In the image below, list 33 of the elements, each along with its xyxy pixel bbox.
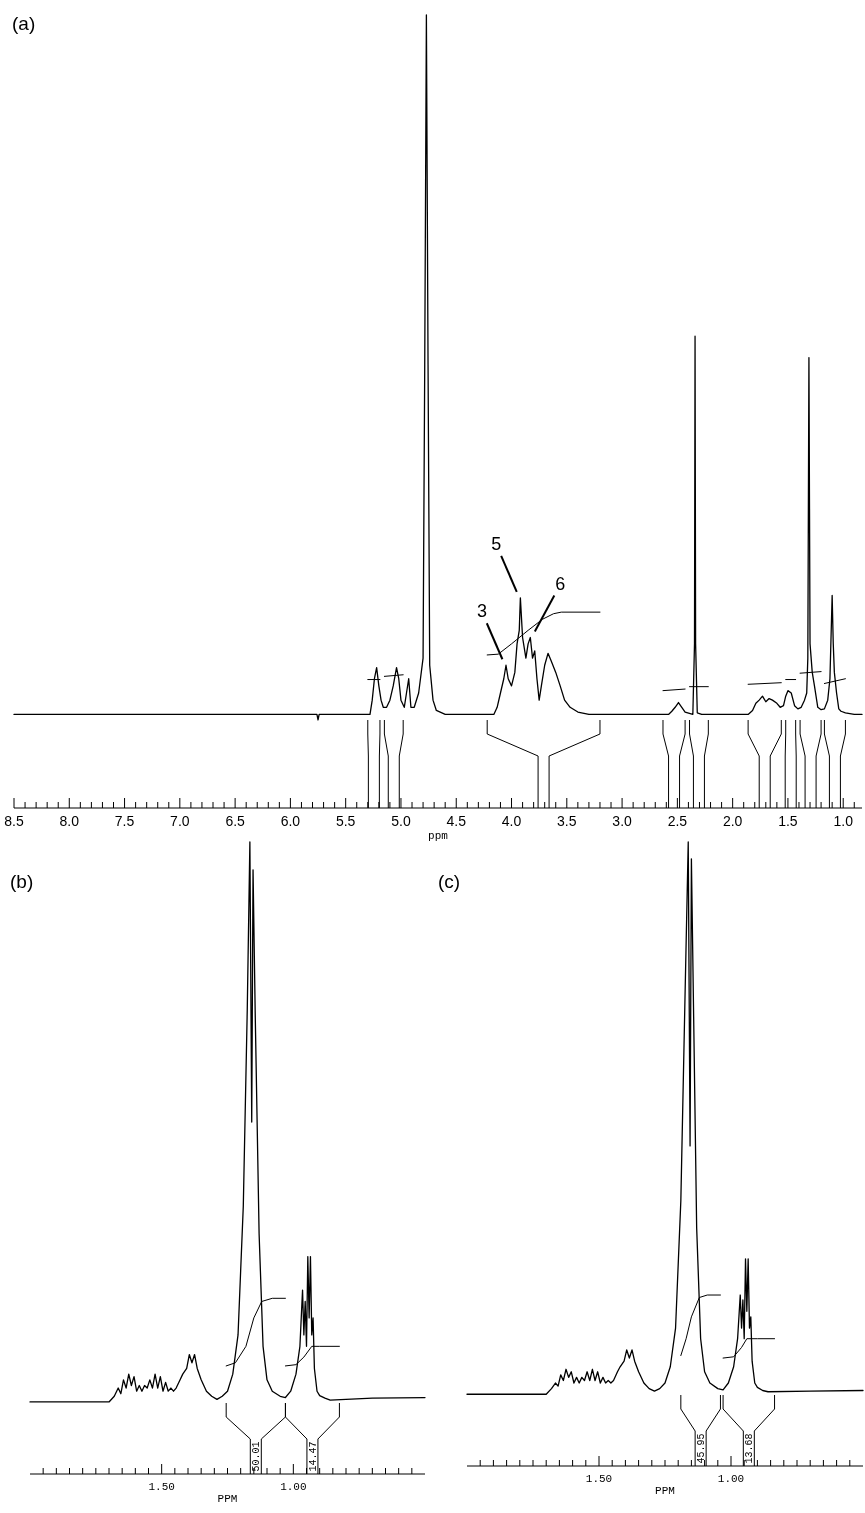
x-tick-label: 8.0 bbox=[59, 813, 80, 829]
x-tick-label: 4.0 bbox=[501, 813, 522, 829]
x-tick-label: 6.0 bbox=[280, 813, 301, 829]
annotation: 6 bbox=[555, 573, 566, 594]
x-tick-label: 1.50 bbox=[148, 1481, 175, 1493]
x-tick-label: 7.5 bbox=[114, 813, 135, 829]
text: (b) bbox=[10, 871, 34, 892]
x-axis-title: ppm bbox=[428, 830, 449, 842]
x-tick-label: 8.5 bbox=[4, 813, 24, 829]
x-tick-label: 3.5 bbox=[557, 813, 577, 829]
x-axis-title: PPM bbox=[217, 1493, 238, 1505]
x-tick-label: 4.5 bbox=[446, 813, 467, 829]
x-tick-label: 2.5 bbox=[667, 813, 688, 829]
x-tick-label: 5.0 bbox=[391, 813, 411, 829]
x-tick-label: 1.00 bbox=[717, 1473, 745, 1485]
x-tick-label: 2.0 bbox=[722, 813, 743, 829]
annotation: 50.01 bbox=[251, 1441, 263, 1472]
x-tick-label: 5.5 bbox=[335, 813, 356, 829]
x-tick-label: 1.0 bbox=[833, 813, 854, 829]
x-tick-label: 1.50 bbox=[585, 1473, 613, 1485]
x-tick-label: 6.5 bbox=[225, 813, 246, 829]
annotation: 3 bbox=[476, 601, 487, 622]
annotation: 45.95 bbox=[696, 1433, 708, 1464]
annotation: 13.68 bbox=[744, 1433, 756, 1464]
x-axis-title: PPM bbox=[655, 1485, 675, 1497]
x-tick-label: 7.0 bbox=[170, 813, 190, 829]
x-tick-label: 1.5 bbox=[778, 813, 798, 829]
chart-title: (a) bbox=[12, 13, 36, 34]
text: (c) bbox=[438, 871, 461, 892]
annotation: 5 bbox=[491, 533, 502, 554]
annotation: 14.47 bbox=[307, 1441, 319, 1472]
x-tick-label: 3.0 bbox=[612, 813, 633, 829]
x-tick-label: 1.00 bbox=[280, 1481, 307, 1493]
